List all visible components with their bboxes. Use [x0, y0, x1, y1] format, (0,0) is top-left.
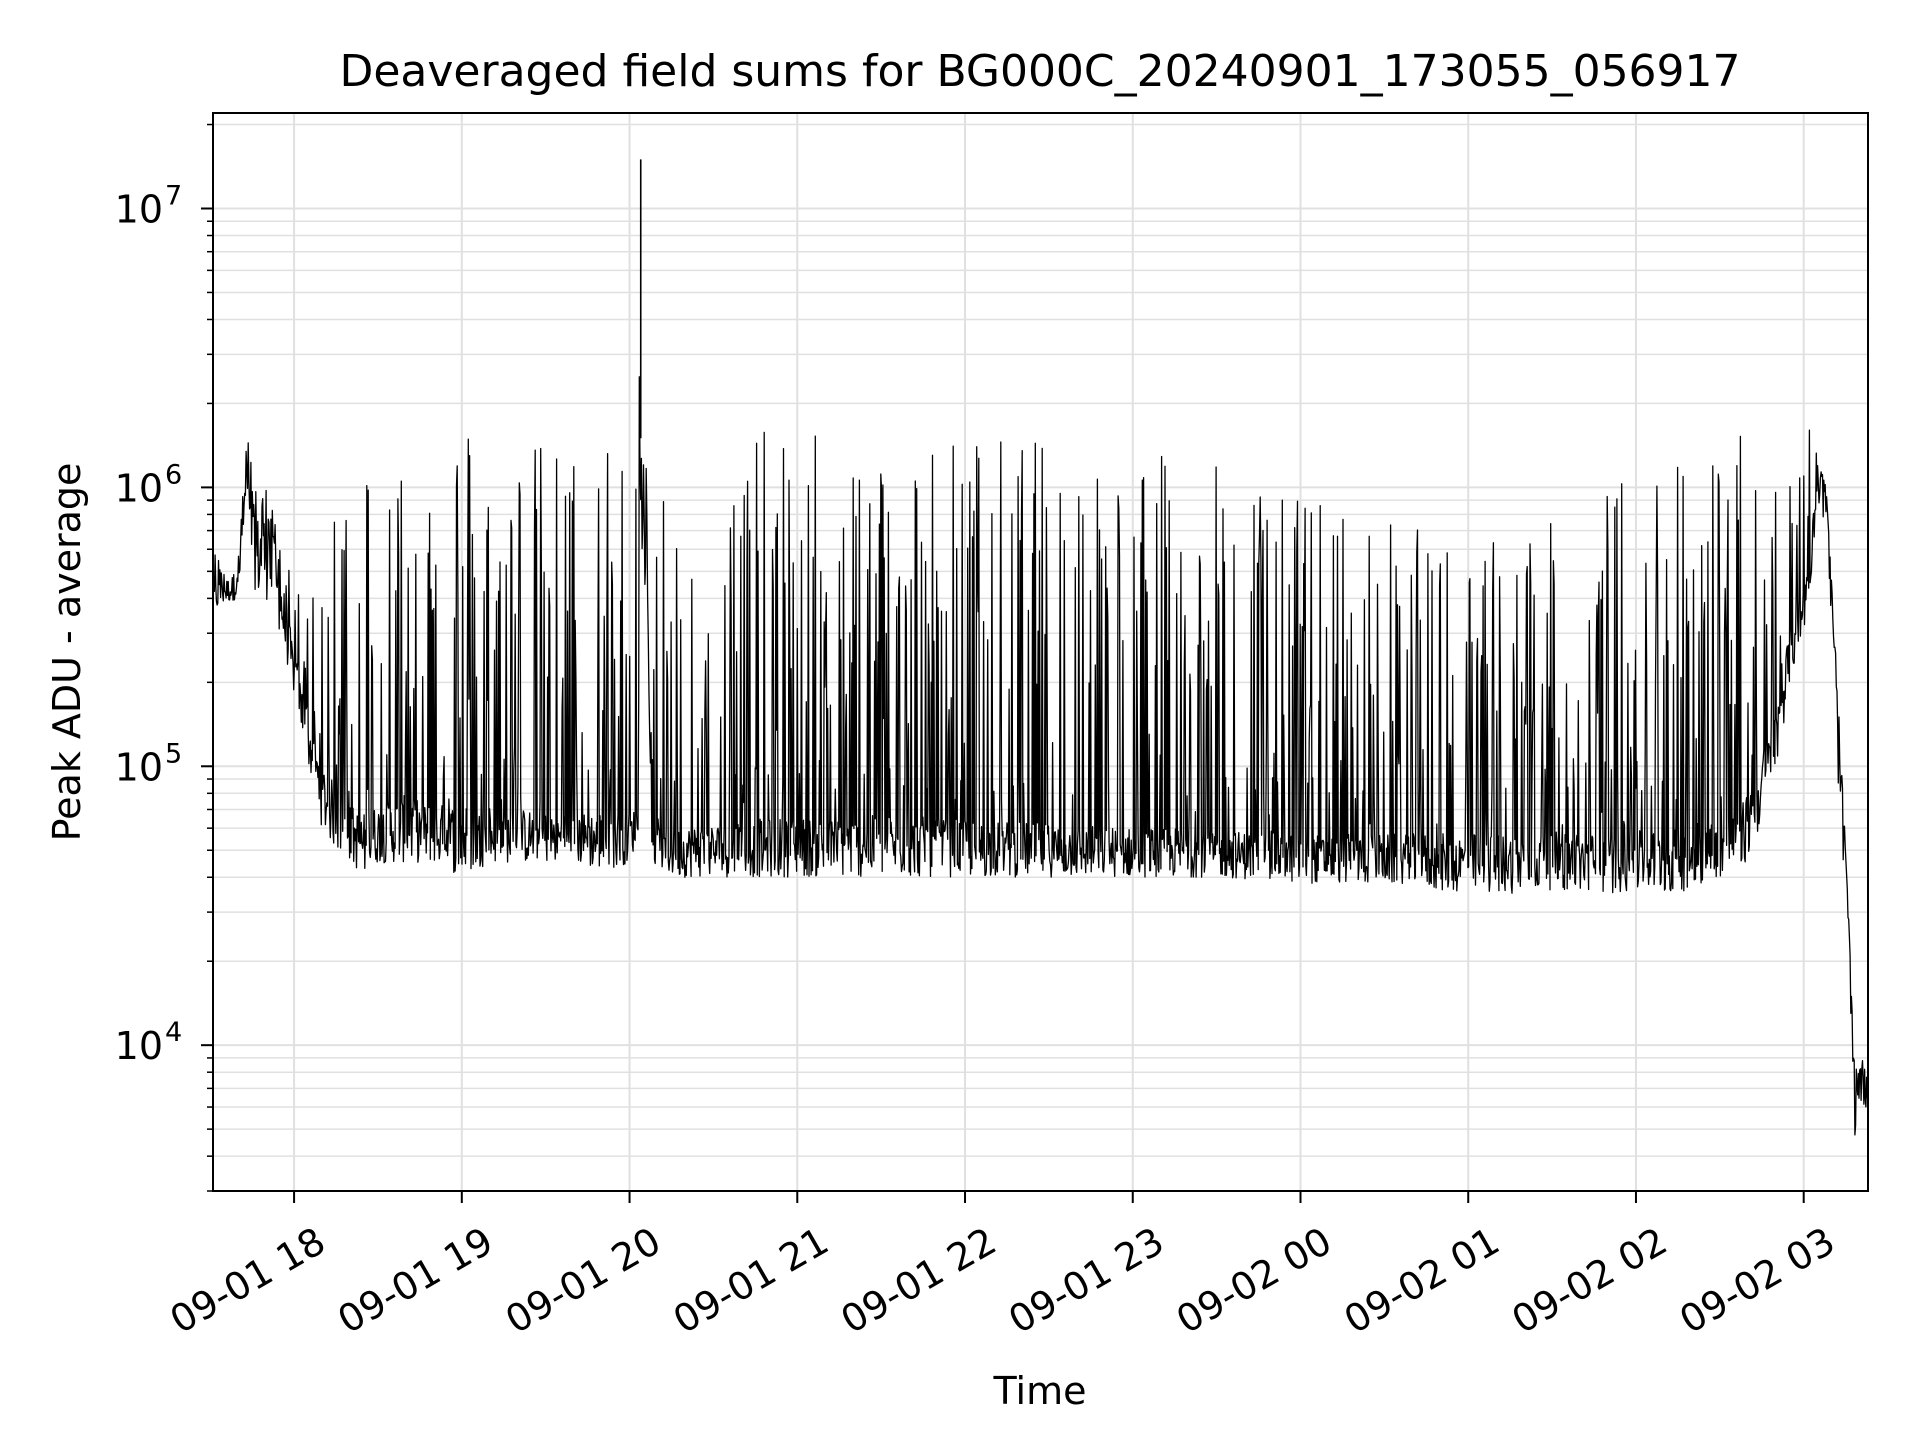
series-line	[212, 376, 1869, 1136]
y-tick-label-exponent: 5	[165, 738, 182, 769]
chart-title: Deaveraged field sums for BG000C_2024090…	[339, 46, 1740, 97]
y-tick-label-exponent: 4	[165, 1017, 182, 1048]
y-tick-label: 10	[115, 745, 163, 789]
y-tick-label: 10	[115, 1024, 163, 1068]
y-tick-label: 10	[115, 187, 163, 231]
data-series	[212, 159, 1869, 1136]
y-tick-label: 10	[115, 466, 163, 510]
y-tick-label-exponent: 6	[165, 459, 182, 490]
plot-frame	[212, 112, 1869, 1192]
y-tick-label-exponent: 7	[165, 180, 182, 211]
x-axis-label: Time	[993, 1369, 1087, 1413]
y-axis-label: Peak ADU - average	[45, 463, 89, 842]
